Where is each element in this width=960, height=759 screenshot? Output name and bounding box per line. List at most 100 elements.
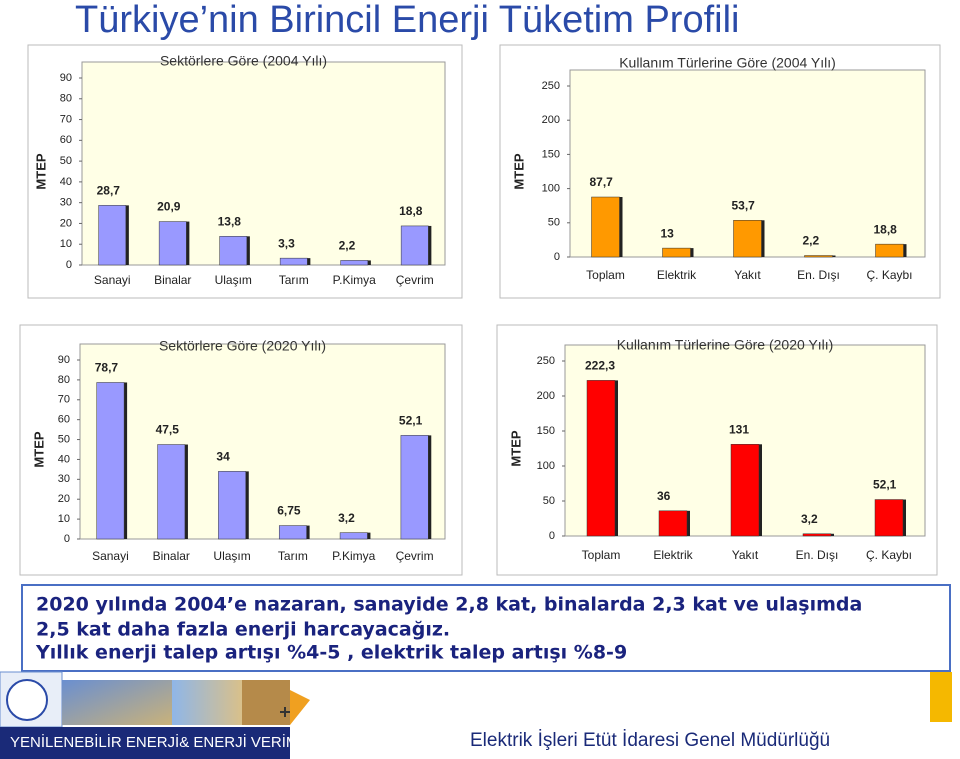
- y-tick-label: 60: [60, 134, 72, 146]
- bar: [733, 220, 762, 258]
- x-tick-label: Ç. Kaybı: [866, 268, 912, 282]
- value-label: 28,7: [97, 184, 121, 198]
- photo: [172, 680, 242, 725]
- logo-plus: [280, 707, 290, 717]
- value-label: 53,7: [732, 198, 756, 212]
- y-tick-label: 250: [542, 80, 560, 92]
- bar: [98, 205, 127, 266]
- y-tick-label: 50: [58, 433, 70, 445]
- y-tick-label: 150: [542, 148, 560, 160]
- y-tick-label: 30: [60, 197, 72, 209]
- y-axis-label: MTEP: [33, 153, 48, 189]
- value-label: 87,7: [590, 175, 614, 189]
- value-label: 78,7: [95, 361, 119, 375]
- chart-title: Sektörlere Göre (2004 Yılı): [160, 53, 327, 69]
- y-tick-label: 90: [60, 72, 72, 84]
- y-tick-label: 60: [58, 414, 70, 426]
- bar: [96, 382, 125, 540]
- x-tick-label: Sanayi: [92, 549, 129, 563]
- bar: [874, 499, 904, 537]
- photo: [242, 680, 290, 725]
- value-label: 52,1: [399, 414, 423, 428]
- y-tick-label: 50: [548, 217, 560, 229]
- y-axis-label: MTEP: [511, 153, 526, 189]
- x-tick-label: En. Dışı: [797, 268, 840, 282]
- y-axis-label: MTEP: [508, 430, 523, 466]
- bar: [730, 444, 760, 537]
- bar: [340, 260, 369, 266]
- chart-title: Kullanım Türlerine Göre (2004 Yılı): [619, 55, 836, 71]
- y-tick-label: 10: [58, 513, 70, 525]
- y-tick-label: 0: [64, 533, 70, 545]
- bar: [802, 533, 832, 537]
- y-tick-label: 40: [60, 176, 72, 188]
- value-label: 34: [216, 450, 230, 464]
- y-tick-label: 100: [537, 460, 555, 472]
- bar: [279, 257, 308, 266]
- value-label: 131: [729, 422, 749, 436]
- x-tick-label: Çevrim: [396, 273, 434, 287]
- logo-mark: [290, 690, 310, 725]
- value-label: 2,2: [339, 239, 356, 253]
- y-tick-label: 50: [543, 495, 555, 507]
- bar: [804, 255, 833, 258]
- x-tick-label: Çevrim: [396, 549, 434, 563]
- chart-title: Sektörlere Göre (2020 Yılı): [159, 338, 326, 354]
- y-tick-label: 50: [60, 155, 72, 167]
- value-label: 20,9: [157, 200, 181, 214]
- bar: [400, 225, 429, 266]
- y-tick-label: 0: [554, 251, 560, 263]
- logo-emblem: [6, 679, 48, 721]
- value-label: 6,75: [277, 504, 301, 518]
- y-tick-label: 200: [537, 390, 555, 402]
- value-label: 222,3: [585, 359, 615, 373]
- footer-band: [0, 727, 290, 759]
- value-label: 3,2: [338, 511, 355, 525]
- x-tick-label: Ulaşım: [213, 549, 250, 563]
- x-tick-label: Toplam: [582, 548, 621, 562]
- y-tick-label: 80: [60, 93, 72, 105]
- photo: [62, 680, 172, 725]
- y-tick-label: 70: [58, 394, 70, 406]
- x-tick-label: Yakıt: [734, 268, 761, 282]
- y-tick-label: 30: [58, 473, 70, 485]
- bar: [339, 532, 368, 540]
- x-tick-label: Binalar: [154, 273, 191, 287]
- y-tick-label: 0: [549, 530, 555, 542]
- value-label: 18,8: [874, 222, 898, 236]
- x-tick-label: Ç. Kaybı: [866, 548, 912, 562]
- bar: [591, 196, 620, 258]
- bar: [586, 380, 616, 537]
- bar: [875, 243, 904, 258]
- value-label: 36: [657, 489, 671, 503]
- x-tick-label: Elektrik: [653, 548, 693, 562]
- x-tick-label: Toplam: [586, 268, 625, 282]
- x-tick-label: Binalar: [153, 549, 190, 563]
- note-line: Yıllık enerji talep artışı %4-5 , elektr…: [35, 642, 627, 664]
- y-tick-label: 250: [537, 355, 555, 367]
- bar: [278, 525, 307, 540]
- y-axis-label: MTEP: [31, 431, 46, 467]
- x-tick-label: En. Dışı: [796, 548, 839, 562]
- y-tick-label: 70: [60, 113, 72, 125]
- x-tick-label: P.Kimya: [333, 273, 376, 287]
- bar: [157, 444, 186, 540]
- y-tick-label: 0: [66, 259, 72, 271]
- value-label: 47,5: [156, 423, 180, 437]
- footer-left: YENİLENEBİLİR ENERJİ& ENERJİ VERİMLİLİĞİ: [10, 733, 339, 751]
- y-tick-label: 40: [58, 453, 70, 465]
- chart-title: Kullanım Türlerine Göre (2020 Yılı): [617, 337, 834, 353]
- bar: [662, 247, 691, 258]
- x-tick-label: P.Kimya: [332, 549, 375, 563]
- y-tick-label: 20: [60, 217, 72, 229]
- slide-title: Türkiye’nin Birincil Enerji Tüketim Prof…: [75, 0, 739, 41]
- x-tick-label: Tarım: [278, 549, 308, 563]
- x-tick-label: Sanayi: [94, 273, 131, 287]
- value-label: 13: [661, 226, 675, 240]
- value-label: 3,2: [801, 512, 818, 526]
- value-label: 3,3: [278, 236, 295, 250]
- bar: [158, 221, 187, 266]
- value-label: 13,8: [218, 214, 242, 228]
- plot-area: [81, 61, 446, 266]
